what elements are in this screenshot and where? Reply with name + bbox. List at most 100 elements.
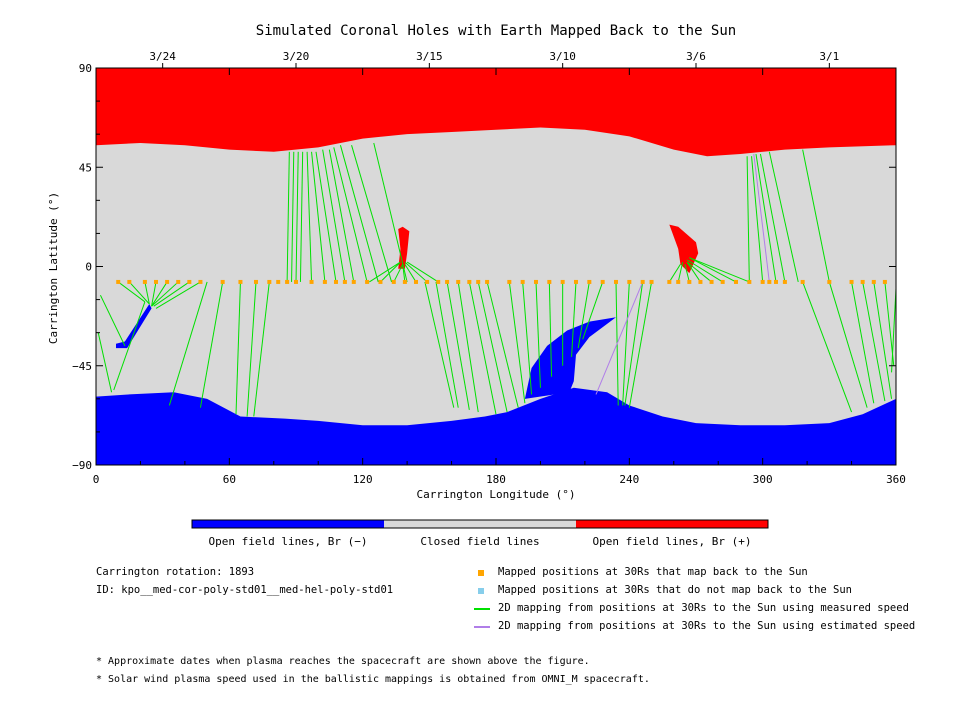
estimated-line-icon — [474, 625, 490, 628]
mapped-position-point — [882, 279, 887, 284]
mapped-position-point — [860, 279, 865, 284]
measured-mapping-line — [689, 257, 750, 283]
measured-mapping-line — [373, 142, 408, 283]
measured-mapping-line — [686, 261, 712, 283]
mapped-position-point — [187, 279, 192, 284]
measured-mapping-line — [333, 147, 368, 283]
negative-patch-hole — [116, 303, 152, 349]
measured-mapping-line — [548, 281, 553, 377]
mapped-position-point — [334, 279, 338, 284]
x-axis-label: Carrington Longitude (°) — [417, 488, 576, 501]
measured-mapping-line — [622, 281, 630, 406]
measured-mapping-line — [891, 288, 897, 373]
mapped-position-point — [485, 279, 490, 284]
mapped-position-point — [254, 279, 258, 284]
date-tick-label: 3/6 — [686, 50, 706, 63]
colorbar-frame — [191, 519, 769, 529]
measured-mapping-line — [862, 281, 886, 402]
measured-mapping-line — [97, 332, 113, 393]
measured-mapping-line — [155, 281, 201, 309]
date-tick-label: 3/10 — [549, 50, 576, 63]
measured-mapping-line — [684, 264, 690, 283]
mapped-position-point — [378, 279, 383, 284]
mapped-position-point — [849, 279, 854, 284]
measured-mapping-line — [406, 261, 439, 283]
y-tick-label: 0 — [85, 261, 92, 274]
mapped-position-point — [800, 279, 805, 284]
mapped-position-point — [154, 279, 158, 284]
measured-mapping-line — [668, 264, 681, 283]
colorbar-closed — [384, 520, 576, 528]
measured-mapping-line — [577, 281, 590, 349]
measured-mapping-line — [457, 281, 479, 413]
measured-mapping-line — [802, 281, 853, 413]
mapped-position-point — [476, 279, 481, 284]
measured-mapping-line — [168, 281, 208, 406]
y-tick-label: −45 — [72, 360, 92, 373]
measured-mapping-line — [286, 151, 290, 282]
mapped-position-point — [760, 279, 765, 284]
measured-mapping-line — [851, 281, 875, 404]
measured-mapping-line — [113, 301, 146, 391]
mapped-position-point — [627, 279, 632, 284]
measured-mapping-line — [686, 259, 723, 283]
mapped-position-point — [467, 279, 472, 284]
measured-mapping-line — [477, 281, 508, 413]
measured-mapping-line — [306, 151, 313, 282]
measured-mapping-line — [468, 281, 497, 415]
measured-mapping-line — [755, 153, 777, 283]
measured-mapping-line — [828, 281, 868, 408]
north-positive-hole — [96, 68, 896, 157]
measured-mapping-line — [873, 281, 893, 399]
colorbar-negative — [192, 520, 384, 528]
measured-mapping-line — [768, 151, 799, 283]
chart-title: Simulated Coronal Holes with Earth Mappe… — [256, 23, 736, 39]
estimated-mapping-line — [595, 281, 644, 395]
mapped-position-point — [640, 279, 645, 284]
positive-patch-2 — [669, 224, 699, 274]
measured-mapping-line — [199, 281, 224, 408]
x-tick-label: 0 — [93, 473, 100, 486]
measured-mapping-line — [404, 264, 417, 283]
mapped-position-point — [560, 279, 565, 284]
measured-mapping-line — [486, 281, 519, 408]
date-tick-label: 3/20 — [283, 50, 310, 63]
mapped-position-point — [365, 279, 370, 284]
measured-mapping-line — [402, 264, 406, 283]
measured-mapping-line — [424, 281, 455, 408]
measured-mapping-line — [322, 149, 346, 283]
measured-mapping-line — [582, 281, 604, 340]
measured-mapping-line — [522, 281, 533, 395]
estimated-mapping-line — [753, 153, 770, 282]
measured-mapping-line — [315, 151, 337, 283]
measured-mapping-line — [508, 281, 526, 404]
y-tick-label: 45 — [79, 161, 92, 174]
mapped-position-point — [587, 279, 592, 284]
measured-mapping-line — [117, 281, 146, 303]
measured-mapping-line — [759, 153, 786, 283]
legend-measured: 2D mapping from positions at 30Rs to the… — [474, 602, 909, 615]
south-negative-hole — [96, 387, 896, 465]
mapped-position-point — [456, 279, 461, 284]
date-tick-label: 3/1 — [819, 50, 839, 63]
measured-mapping-line — [351, 145, 393, 283]
x-tick-label: 360 — [886, 473, 906, 486]
mapped-position-point — [774, 279, 778, 284]
measured-mapping-line — [677, 261, 684, 283]
x-tick-label: 120 — [353, 473, 373, 486]
mapped-position-point — [687, 279, 692, 284]
mapped-position-point — [614, 279, 618, 284]
mapped-position-point — [649, 279, 654, 284]
mapped-position-point — [294, 279, 298, 284]
y-tick-label: 90 — [79, 62, 92, 75]
mapped-position-point — [238, 279, 243, 284]
x-tick-label: 60 — [223, 473, 236, 486]
mapped-position-point — [176, 279, 181, 284]
legend-label: Mapped positions at 30Rs that do not map… — [498, 584, 853, 596]
unmapped-square-icon — [478, 587, 484, 594]
measured-mapping-line — [253, 281, 270, 417]
mapped-position-point — [782, 279, 787, 284]
colorbar: Open field lines, Br (−) Closed field li… — [191, 519, 769, 548]
footnote-dates: * Approximate dates when plasma reaches … — [96, 656, 590, 667]
